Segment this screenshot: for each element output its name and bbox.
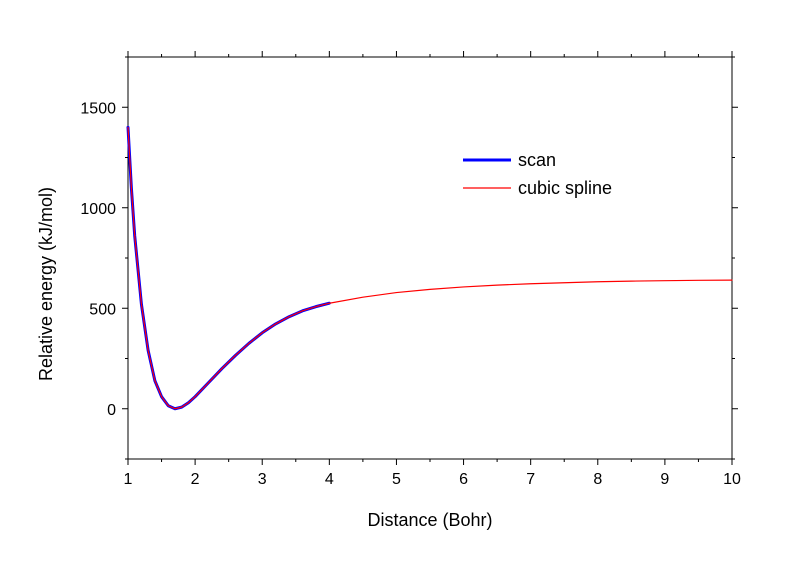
- x-tick-label: 5: [392, 471, 401, 488]
- x-axis-title: Distance (Bohr): [367, 510, 492, 530]
- x-tick-label: 4: [325, 471, 334, 488]
- y-tick-label: 500: [89, 301, 116, 318]
- x-tick-label: 1: [124, 471, 133, 488]
- y-tick-label: 0: [107, 402, 116, 419]
- y-axis-title: Relative energy (kJ/mol): [36, 187, 56, 381]
- series-group: [128, 127, 732, 408]
- legend: scan cubic spline: [463, 150, 612, 198]
- series-line-cubic-spline: [128, 127, 732, 408]
- x-tick-label: 10: [723, 471, 741, 488]
- axis-tick-labels: 1 2 3 4 5 6 7 8 9 10 0 500 1000 1500: [80, 100, 741, 488]
- x-tick-label: 8: [593, 471, 602, 488]
- axis-ticks: [122, 51, 738, 465]
- plot-area-border: [128, 57, 732, 459]
- legend-label: cubic spline: [518, 178, 612, 198]
- x-tick-label: 7: [526, 471, 535, 488]
- y-tick-label: 1500: [80, 100, 116, 117]
- legend-label: scan: [518, 150, 556, 170]
- x-tick-label: 9: [660, 471, 669, 488]
- plot-frame: [128, 57, 732, 459]
- series-line-scan: [128, 127, 329, 408]
- x-tick-label: 6: [459, 471, 468, 488]
- x-tick-label: 3: [258, 471, 267, 488]
- x-tick-label: 2: [191, 471, 200, 488]
- y-tick-label: 1000: [80, 201, 116, 218]
